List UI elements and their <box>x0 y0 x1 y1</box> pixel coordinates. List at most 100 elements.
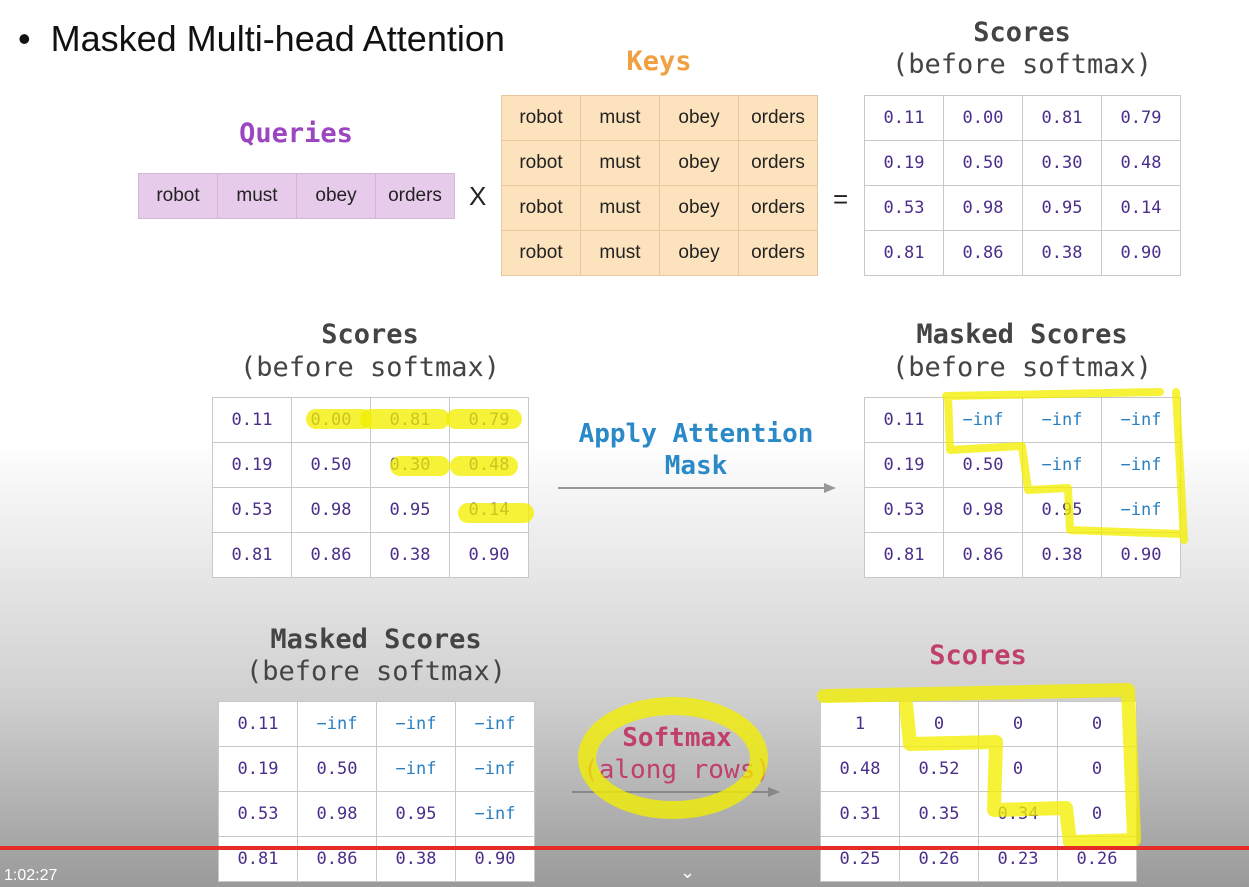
softmax-line1: Softmax <box>622 723 732 753</box>
scores-title-top: Scores <box>973 17 1071 48</box>
masked-score-cell: 0.38 <box>1022 532 1102 578</box>
masked-score-cell: 0.19 <box>218 746 298 792</box>
score-cell: 0.19 <box>864 140 944 186</box>
scores-title-middle: Scores <box>321 319 419 350</box>
highlight-strokes-middle-left <box>306 409 534 523</box>
key-cell: must <box>580 230 660 276</box>
score-cell: 0.95 <box>370 487 450 533</box>
score-cell: 0.81 <box>212 532 292 578</box>
masked-score-cell: −inf <box>1022 397 1102 443</box>
score-cell: 0.14 <box>1101 185 1181 231</box>
key-cell: robot <box>501 230 581 276</box>
score-cell: 0.86 <box>291 532 371 578</box>
highlight-strokes-middle-right <box>942 388 1188 544</box>
key-cell: must <box>580 140 660 186</box>
multiply-operator: X <box>469 181 487 211</box>
masked-score-cell: 0.53 <box>864 487 944 533</box>
key-cell: robot <box>501 95 581 141</box>
masked-score-cell: −inf <box>1101 397 1181 443</box>
equals-operator: = <box>833 184 849 214</box>
key-cell: robot <box>501 140 581 186</box>
score-cell: 0.90 <box>449 532 529 578</box>
masked-score-cell: −inf <box>297 701 377 747</box>
masked-scores-title-middle: Masked Scores <box>916 319 1128 350</box>
masked-score-cell: −inf <box>1101 487 1181 533</box>
masked-score-cell: −inf <box>455 701 535 747</box>
masked-score-cell: 0.50 <box>297 746 377 792</box>
apply-mask-line2: Mask <box>664 451 728 481</box>
slide-title-text: Masked Multi-head Attention <box>50 18 505 59</box>
score-cell: 0.00 <box>943 95 1023 141</box>
masked-score-cell: 0.98 <box>943 487 1023 533</box>
bullet-point: • <box>18 18 31 59</box>
masked-score-cell: 0.53 <box>218 791 298 837</box>
keys-matrix: robot must obey orders robot must obey o… <box>501 95 818 276</box>
score-cell: 0.81 <box>1022 95 1102 141</box>
masked-scores-title-bottom: Masked Scores <box>270 624 482 655</box>
score-cell: 0.53 <box>864 185 944 231</box>
softmax-score-cell: 0.35 <box>899 791 979 837</box>
video-timestamp: 1:02:27 <box>4 867 58 884</box>
scores-matrix-top: 0.11 0.00 0.81 0.79 0.19 0.50 0.30 0.48 … <box>864 95 1181 276</box>
masked-score-cell: 0.11 <box>864 397 944 443</box>
key-cell: obey <box>659 140 739 186</box>
video-progress-bar[interactable] <box>0 846 1249 850</box>
score-cell: 0.79 <box>1101 95 1181 141</box>
query-cell: obey <box>296 173 376 219</box>
scores-subtitle-middle: (before softmax) <box>239 352 501 383</box>
scores-subtitle-top: (before softmax) <box>891 49 1153 80</box>
score-cell: 0.98 <box>291 487 371 533</box>
score-cell: 0.81 <box>864 230 944 276</box>
softmax-score-cell: 0.31 <box>820 791 900 837</box>
softmax-scores-title: Scores <box>929 640 1027 671</box>
masked-score-cell: 0.81 <box>218 836 298 882</box>
apply-mask-arrow-icon <box>558 483 836 493</box>
masked-score-cell: 0.86 <box>297 836 377 882</box>
score-cell: 0.19 <box>212 442 292 488</box>
masked-score-cell: 0.86 <box>943 532 1023 578</box>
masked-score-cell: 0.81 <box>864 532 944 578</box>
score-cell: 0.48 <box>1101 140 1181 186</box>
masked-score-cell: 0.98 <box>297 791 377 837</box>
masked-scores-subtitle-middle: (before softmax) <box>891 352 1153 383</box>
masked-score-cell: 0.95 <box>376 791 456 837</box>
masked-score-cell: 0.38 <box>376 836 456 882</box>
key-cell: robot <box>501 185 581 231</box>
score-cell: 0.86 <box>943 230 1023 276</box>
masked-score-cell: 0.90 <box>455 836 535 882</box>
softmax-score-cell: 0.23 <box>978 836 1058 882</box>
masked-scores-matrix-middle: 0.11 −inf −inf −inf 0.19 0.50 −inf −inf … <box>864 397 1181 578</box>
highlight-strokes-bottom <box>578 683 1141 849</box>
score-cell: 0.53 <box>212 487 292 533</box>
score-cell: 0.90 <box>1101 230 1181 276</box>
key-cell: orders <box>738 230 818 276</box>
score-cell: 0.50 <box>943 140 1023 186</box>
keys-label: Keys <box>626 46 692 77</box>
softmax-score-cell: 0.48 <box>820 746 900 792</box>
softmax-score-cell: 1 <box>820 701 900 747</box>
apply-mask-line1: Apply Attention <box>578 419 814 449</box>
key-cell: orders <box>738 140 818 186</box>
key-cell: must <box>580 95 660 141</box>
chevron-down-icon[interactable]: ⌄ <box>680 862 696 883</box>
query-cell: must <box>217 173 297 219</box>
queries-matrix: robot must obey orders <box>138 173 455 219</box>
masked-score-cell: 0.19 <box>864 442 944 488</box>
masked-score-cell: −inf <box>1101 442 1181 488</box>
score-cell: 0.11 <box>212 397 292 443</box>
masked-score-cell: 0.11 <box>218 701 298 747</box>
softmax-score-cell: 0.26 <box>899 836 979 882</box>
masked-score-cell: −inf <box>376 701 456 747</box>
masked-scores-subtitle-bottom: (before softmax) <box>245 656 507 687</box>
apply-mask-label: Apply Attention Mask <box>556 418 836 482</box>
masked-scores-matrix-bottom: 0.11 −inf −inf −inf 0.19 0.50 −inf −inf … <box>218 701 535 882</box>
score-cell: 0.98 <box>943 185 1023 231</box>
score-cell: 0.38 <box>1022 230 1102 276</box>
score-cell: 0.95 <box>1022 185 1102 231</box>
key-cell: orders <box>738 95 818 141</box>
key-cell: must <box>580 185 660 231</box>
queries-label: Queries <box>239 118 353 149</box>
masked-score-cell: 0.90 <box>1101 532 1181 578</box>
query-cell: orders <box>375 173 455 219</box>
